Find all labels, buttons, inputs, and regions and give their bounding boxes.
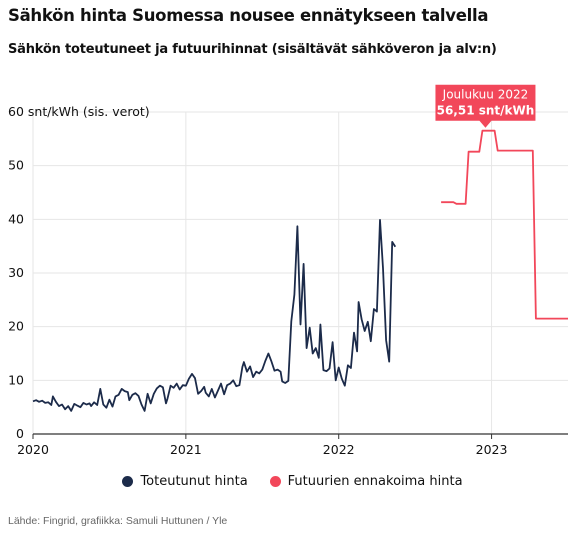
legend-label-futures: Futuurien ennakoima hinta <box>287 474 463 489</box>
y-axis: 0 10 20 30 40 50 <box>8 158 24 441</box>
legend-item-futures: Futuurien ennakoima hinta <box>269 474 463 489</box>
series-line-actual <box>32 219 397 412</box>
legend-marker-actual <box>122 476 134 487</box>
y-tick-label: 30 <box>8 265 24 280</box>
annotation-value: 56,51 snt/kWh <box>437 104 535 118</box>
annotation-title: Joulukuu 2022 <box>442 88 529 102</box>
y-tick-label: 10 <box>8 372 24 387</box>
legend-item-actual: Toteutunut hinta <box>122 474 248 489</box>
y-axis-label: 60 snt/kWh (sis. verot) <box>8 104 150 119</box>
y-tick-label: 20 <box>8 319 24 334</box>
x-tick-label: 2022 <box>323 442 355 457</box>
december-2022-annotation: Joulukuu 2022 56,51 snt/kWh <box>435 84 536 128</box>
x-tick-label: 2021 <box>170 442 202 457</box>
chart-title: Sähkön hinta Suomessa nousee ennätykseen… <box>8 6 489 25</box>
source-credit: Lähde: Fingrid, grafiikka: Samuli Huttun… <box>8 515 228 527</box>
legend-label-actual: Toteutunut hinta <box>140 474 248 489</box>
chart-subtitle: Sähkön toteutuneet ja futuurihinnat (sis… <box>8 42 497 57</box>
series-lines <box>32 129 568 412</box>
chart-legend: Toteutunut hinta Futuurien ennakoima hin… <box>0 474 585 489</box>
x-axis: 2020 2021 2022 2023 <box>17 433 568 457</box>
y-tick-label: 40 <box>8 211 24 226</box>
grid-lines <box>32 111 568 434</box>
x-tick-label: 2020 <box>17 442 49 457</box>
x-tick-label: 2023 <box>476 442 508 457</box>
y-tick-label: 50 <box>8 158 24 173</box>
legend-marker-futures <box>269 476 281 487</box>
annotation-callout <box>435 84 536 128</box>
y-tick-label: 0 <box>16 426 24 441</box>
series-line-futures <box>441 129 568 320</box>
